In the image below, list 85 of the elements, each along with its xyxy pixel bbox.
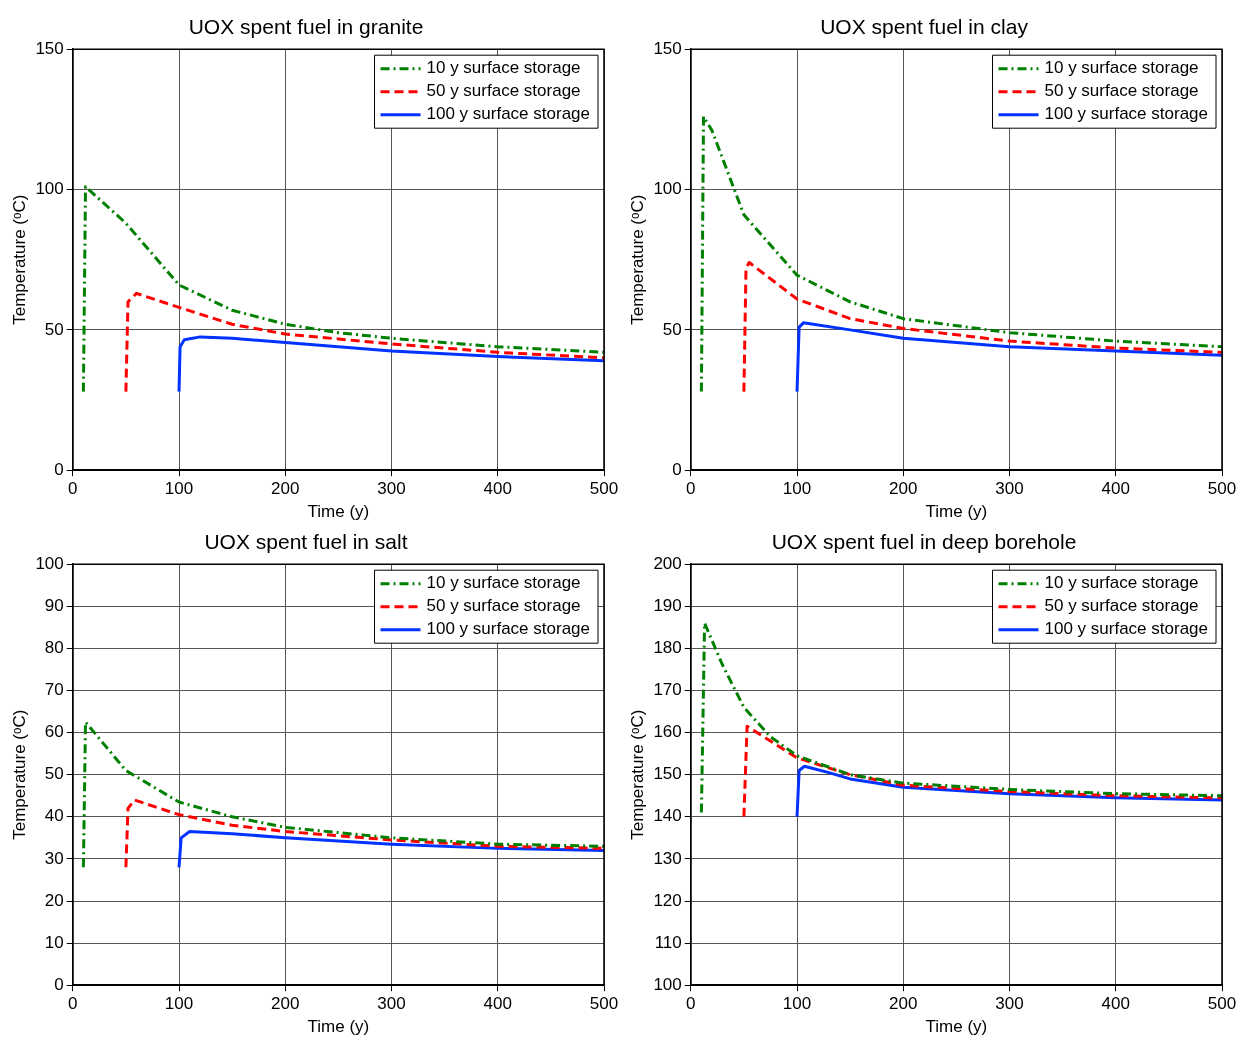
y-tick-label: 40 — [44, 806, 64, 826]
y-axis-title: Temperature (ᵒC) — [627, 194, 647, 325]
y-tick-label: 30 — [44, 848, 64, 868]
legend-label: 100 y surface storage — [1044, 104, 1208, 124]
x-tick-label: 100 — [164, 479, 194, 499]
x-tick-label: 500 — [1207, 479, 1237, 499]
y-tick-label: 0 — [54, 974, 64, 994]
legend-label: 50 y surface storage — [426, 81, 581, 101]
y-tick-label: 120 — [653, 890, 682, 910]
x-tick-label: 200 — [271, 479, 300, 499]
legend-label: 50 y surface storage — [1044, 81, 1199, 101]
y-tick-label: 50 — [44, 319, 64, 339]
y-tick-label: 190 — [653, 595, 682, 615]
line-series — [124, 291, 604, 394]
chart-title: UOX spent fuel in clay — [820, 15, 1029, 39]
y-tick-label: 110 — [654, 932, 682, 952]
y-tick-label: 130 — [653, 848, 682, 868]
legend-label: 10 y surface storage — [1044, 58, 1199, 78]
x-tick-label: 0 — [68, 994, 78, 1014]
line-series — [742, 724, 1222, 819]
x-tick-label: 500 — [589, 994, 619, 1014]
y-tick-label: 20 — [44, 890, 64, 910]
line-series — [699, 621, 1222, 815]
y-tick-label: 0 — [672, 459, 682, 479]
x-tick-label: 400 — [1101, 479, 1130, 499]
legend-label: 100 y surface storage — [426, 619, 590, 639]
y-tick-label: 50 — [44, 764, 64, 784]
line-series — [742, 261, 1222, 394]
y-tick-label: 200 — [653, 553, 682, 573]
y-tick-label: 160 — [653, 722, 682, 742]
y-tick-label: 80 — [44, 638, 64, 658]
legend-label: 100 y surface storage — [426, 104, 590, 124]
x-tick-label: 100 — [164, 994, 194, 1014]
y-tick-label: 140 — [653, 806, 682, 826]
y-tick-label: 150 — [35, 38, 64, 58]
chart-title: UOX spent fuel in salt — [204, 530, 408, 554]
x-tick-label: 500 — [1207, 994, 1237, 1014]
x-tick-label: 400 — [1101, 994, 1130, 1014]
legend-label: 10 y surface storage — [426, 58, 581, 78]
x-tick-label: 200 — [889, 994, 918, 1014]
line-series — [81, 720, 604, 869]
x-tick-label: 0 — [686, 994, 696, 1014]
y-tick-label: 50 — [662, 319, 682, 339]
line-series — [124, 798, 604, 869]
x-tick-label: 300 — [377, 479, 406, 499]
y-axis-title: Temperature (ᵒC) — [627, 709, 647, 840]
x-tick-label: 100 — [782, 994, 812, 1014]
y-tick-label: 170 — [653, 680, 682, 700]
y-tick-label: 180 — [653, 638, 682, 658]
x-tick-label: 0 — [68, 479, 78, 499]
y-tick-label: 100 — [35, 179, 64, 199]
y-tick-label: 100 — [653, 179, 682, 199]
legend-label: 100 y surface storage — [1044, 619, 1208, 639]
y-tick-label: 150 — [653, 764, 682, 784]
x-axis-title: Time (y) — [925, 502, 988, 522]
y-tick-label: 0 — [54, 459, 64, 479]
legend-label: 10 y surface storage — [426, 573, 581, 593]
y-axis-title: Temperature (ᵒC) — [9, 194, 29, 325]
x-tick-label: 300 — [995, 479, 1024, 499]
y-axis-title: Temperature (ᵒC) — [9, 709, 29, 840]
chart-title: UOX spent fuel in granite — [188, 15, 424, 39]
x-tick-label: 200 — [271, 994, 300, 1014]
x-tick-label: 300 — [995, 994, 1024, 1014]
y-tick-label: 100 — [653, 974, 682, 994]
legend-label: 10 y surface storage — [1044, 573, 1199, 593]
legend-label: 50 y surface storage — [426, 596, 581, 616]
y-tick-label: 90 — [44, 595, 64, 615]
y-tick-label: 70 — [44, 680, 64, 700]
line-series — [81, 185, 604, 394]
x-tick-label: 100 — [782, 479, 812, 499]
x-tick-label: 500 — [589, 479, 619, 499]
chart-title: UOX spent fuel in deep borehole — [771, 530, 1077, 554]
x-tick-label: 0 — [686, 479, 696, 499]
y-tick-label: 10 — [44, 932, 64, 952]
legend-label: 50 y surface storage — [1044, 596, 1199, 616]
x-axis-title: Time (y) — [307, 502, 370, 522]
y-tick-label: 150 — [653, 38, 682, 58]
y-tick-label: 100 — [35, 553, 64, 573]
y-tick-label: 60 — [44, 722, 64, 742]
x-tick-label: 400 — [483, 479, 512, 499]
x-tick-label: 300 — [377, 994, 406, 1014]
x-tick-label: 200 — [889, 479, 918, 499]
x-tick-label: 400 — [483, 994, 512, 1014]
x-axis-title: Time (y) — [307, 1017, 370, 1037]
x-axis-title: Time (y) — [925, 1017, 988, 1037]
